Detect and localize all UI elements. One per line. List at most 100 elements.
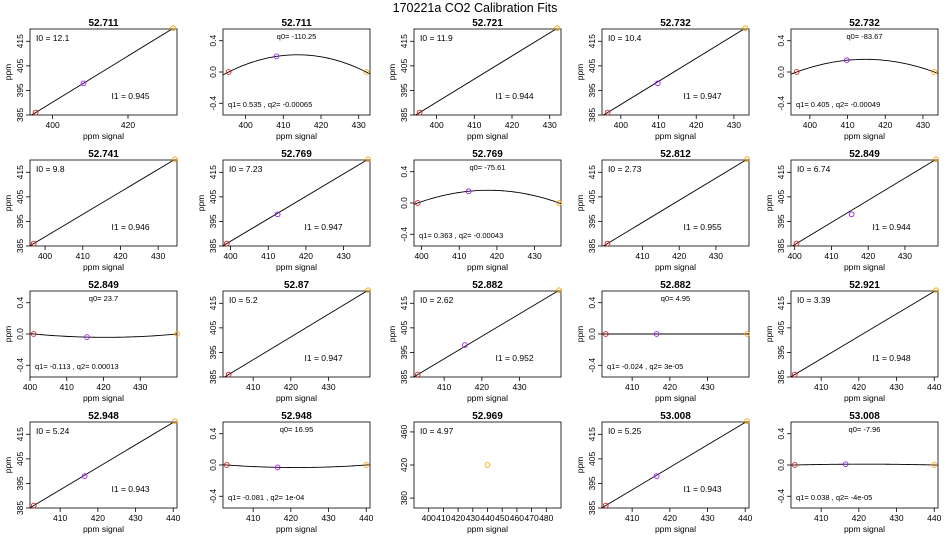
data-point — [274, 211, 281, 218]
plot-frame — [601, 159, 750, 247]
plot-frame — [601, 421, 750, 509]
fit-coefficient-bottom: q1= -0.113 , q2= 0.00013 — [35, 362, 119, 371]
x-axis-label: ppm signal — [655, 393, 696, 403]
x-axis-label: ppm signal — [83, 393, 124, 403]
data-point — [602, 331, 609, 337]
fit-coefficient-top: q0= -110.25 — [277, 32, 317, 41]
fit-coefficient-bottom: I1 = 0.948 — [873, 353, 911, 363]
x-axis-label: ppm signal — [276, 524, 317, 534]
y-tick-label: 0.4 — [208, 35, 218, 47]
fit-coefficient-top: q0= 4.95 — [661, 294, 690, 303]
data-point — [365, 287, 371, 294]
calibration-panel: 52.882 410 420 430 ppm signal -0.4 0.0 0.4 ppm q0… — [575, 280, 750, 403]
data-point — [223, 240, 230, 247]
y-tick-label: 395 — [208, 214, 218, 228]
data-point — [931, 462, 938, 468]
data-point — [80, 80, 87, 87]
data-point — [32, 109, 39, 116]
fit-curve — [414, 291, 559, 377]
x-tick-label: 430 — [916, 120, 930, 130]
fit-coefficient-bottom: I1 = 0.943 — [684, 484, 722, 494]
calibration-panel: 52.849 400 410 420 430 ppm signal -0.4 0.0 0.4 pp… — [3, 280, 180, 403]
x-tick-label: 430 — [128, 513, 142, 523]
panel-title: 52.711 — [281, 18, 311, 29]
calibration-panel: 52.882 410 420 430 ppm signal 385 395 405 415 ppm… — [387, 280, 562, 403]
y-tick-label: 385 — [776, 239, 786, 253]
y-tick-label: 415 — [15, 427, 25, 441]
x-tick-label: 440 — [927, 382, 941, 392]
x-tick-label: 430 — [528, 251, 542, 261]
y-tick-label: 415 — [15, 165, 25, 179]
fit-coefficient-bottom: I1 = 0.947 — [305, 353, 343, 363]
x-tick-label: 450 — [495, 513, 509, 523]
fit-coefficient-bottom: q1= 0.363 , q2= -0.00043 — [419, 231, 503, 240]
calibration-panel: 52.849 400 410 420 430 ppm signal 385 395 405 415… — [764, 149, 940, 272]
calibration-panel: 52.721 400 410 420 430 ppm signal 385 395 405 415… — [387, 18, 562, 141]
x-tick-label: 430 — [151, 251, 165, 261]
x-tick-label: 420 — [861, 251, 875, 261]
y-tick-label: 415 — [587, 427, 597, 441]
x-tick-label: 430 — [727, 120, 741, 130]
y-axis-label: ppm — [575, 326, 585, 343]
x-tick-label: 410 — [261, 251, 275, 261]
data-point — [172, 156, 178, 163]
data-point — [170, 25, 177, 32]
fit-coefficient-bottom: I1 = 0.944 — [873, 222, 911, 232]
panel-title: 52.741 — [88, 149, 119, 160]
fit-coefficient-top: I0 = 5.25 — [608, 426, 642, 436]
x-tick-label: 420 — [663, 382, 677, 392]
y-tick-label: 0.4 — [776, 428, 786, 440]
y-tick-label: 405 — [208, 320, 218, 334]
data-point — [848, 211, 855, 218]
x-tick-label: 410 — [467, 120, 481, 130]
data-point — [933, 287, 939, 294]
panel-title: 52.849 — [849, 149, 880, 160]
y-tick-label: 385 — [587, 239, 597, 253]
data-point — [604, 109, 611, 116]
x-tick-label: 420 — [314, 120, 328, 130]
panel-title: 52.721 — [472, 18, 503, 29]
data-point — [363, 69, 370, 75]
y-tick-label: 405 — [399, 58, 409, 72]
fit-coefficient-top: q0= -83.67 — [846, 32, 882, 41]
data-point — [654, 80, 661, 87]
data-point — [365, 156, 371, 163]
x-tick-label: 440 — [480, 513, 494, 523]
y-tick-label: 405 — [15, 189, 25, 203]
y-tick-label: -0.4 — [587, 358, 597, 373]
data-point — [556, 287, 562, 294]
y-tick-label: 0.4 — [587, 297, 597, 309]
fit-curve — [602, 422, 747, 508]
y-tick-label: 395 — [399, 83, 409, 97]
x-tick-label: 410 — [824, 251, 838, 261]
fit-coefficient-top: I0 = 2.73 — [608, 164, 642, 174]
fit-curve — [414, 189, 561, 205]
plot-frame — [413, 290, 562, 378]
x-tick-label: 410 — [53, 513, 67, 523]
y-tick-label: 415 — [587, 165, 597, 179]
calibration-panel: 52.741 400 410 420 430 ppm signal 385 395 405 415… — [3, 149, 178, 272]
data-point — [556, 200, 562, 206]
data-point — [744, 156, 751, 163]
data-point — [931, 69, 938, 75]
y-tick-label: 385 — [208, 370, 218, 384]
data-point — [225, 371, 232, 378]
panel-title: 52.769 — [472, 149, 503, 160]
y-tick-label: 405 — [587, 58, 597, 72]
x-tick-label: 440 — [166, 513, 180, 523]
calibration-panel: 52.711 400 410 420 430 ppm signal -0.4 0.0 0.4 q0… — [208, 18, 371, 141]
fit-coefficient-bottom: q1= 0.405 , q2= -0.00049 — [796, 100, 880, 109]
data-point — [414, 371, 421, 378]
panel-title: 52.921 — [849, 280, 880, 291]
x-tick-label: 410 — [437, 382, 451, 392]
x-tick-label: 410 — [651, 120, 665, 130]
data-point — [554, 25, 561, 32]
panel-title: 52.849 — [88, 280, 119, 291]
data-point — [274, 464, 281, 471]
plot-frame — [413, 28, 562, 116]
fit-coefficient-top: I0 = 3.39 — [797, 295, 831, 305]
data-point — [484, 462, 491, 468]
